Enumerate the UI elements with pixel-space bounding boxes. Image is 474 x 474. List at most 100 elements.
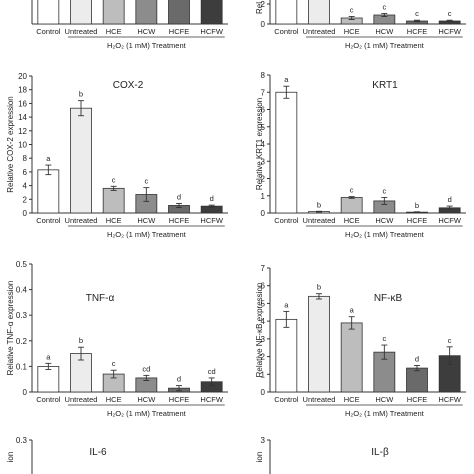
il6-partial-y-label: ion — [6, 452, 15, 463]
krt1-y-tick-label: 8 — [261, 71, 266, 80]
krt1-title: KRT1 — [372, 80, 398, 91]
krt1-category-label: Untreated — [303, 216, 336, 225]
krt1-sig-letter: b — [317, 200, 321, 209]
nfkb-category-label: Untreated — [303, 395, 336, 404]
top-left-partial-category-label: HCW — [137, 27, 156, 36]
top-right-partial-sig-letter: c — [448, 9, 452, 18]
top-right-partial-category-label: HCFE — [407, 27, 427, 36]
top-right-partial-y-tick-label: 0 — [261, 20, 266, 29]
tnfa-sig-letter: cd — [208, 367, 216, 376]
top-left-partial-bar-hcfe — [168, 0, 190, 25]
top-right-partial-y-tick-label: 2 — [261, 0, 266, 9]
top-right-partial-sig-letter: c — [350, 6, 354, 15]
tnfa-y-tick-label: 0.5 — [16, 260, 28, 269]
tnfa-y-tick-label: 0.2 — [16, 337, 28, 346]
krt1-sig-letter: c — [350, 186, 354, 195]
cox2-y-tick-label: 10 — [18, 141, 27, 150]
top-left-partial-category-label: HCE — [106, 27, 122, 36]
cox2-sig-letter: c — [112, 175, 116, 184]
cox2-y-label: Relative COX-2 expression — [6, 96, 15, 192]
cox2-y-tick-label: 0 — [23, 209, 28, 218]
top-left-partial-bar-control — [37, 0, 60, 25]
cox2-y-tick-label: 6 — [23, 168, 28, 177]
nfkb-y-label: Relative NF-κB expression — [255, 283, 264, 378]
cox2-y-tick-label: 20 — [18, 72, 27, 81]
top-right-partial-category-label: HCFW — [438, 27, 461, 36]
tnfa-title: TNF-α — [86, 293, 115, 304]
cox2-sig-letter: c — [144, 177, 148, 186]
tnfa-treatment-label: H₂O₂ (1 mM) Treatment — [107, 409, 187, 418]
cox2-y-tick-label: 14 — [18, 113, 27, 122]
nfkb-y-tick-label: 7 — [261, 264, 266, 273]
krt1-y-tick-label: 2 — [261, 175, 266, 184]
top-left-partial-category-label: HCFW — [200, 27, 223, 36]
tnfa-sig-letter: d — [177, 375, 181, 384]
tnfa-sig-letter: b — [79, 336, 83, 345]
krt1-sig-letter: d — [448, 195, 452, 204]
top-right-partial-category-label: Control — [274, 27, 299, 36]
nfkb-bar-control — [275, 318, 298, 393]
cox2-sig-letter: b — [79, 90, 83, 99]
nfkb-y-tick-label: 0 — [261, 388, 266, 397]
nfkb-sig-letter: a — [284, 300, 289, 309]
il6-partial-y-tick-label: 0.3 — [16, 436, 28, 445]
ilb-partial-title: IL-β — [371, 447, 389, 458]
top-left-partial-treatment-label: H₂O₂ (1 mM) Treatment — [107, 41, 187, 50]
nfkb-category-label: HCFE — [407, 395, 427, 404]
cox2-y-tick-label: 8 — [23, 154, 28, 163]
nfkb-y-tick-label: 1 — [261, 370, 266, 379]
tnfa-category-label: Control — [36, 395, 61, 404]
krt1-y-tick-label: 0 — [261, 209, 266, 218]
nfkb-sig-letter: d — [415, 354, 419, 363]
cox2-bar-hce — [102, 187, 125, 214]
nfkb-y-tick-label: 6 — [261, 282, 266, 291]
krt1-sig-letter: a — [284, 75, 289, 84]
cox2-bar-control — [37, 169, 60, 214]
top-left-partial-category-label: Control — [36, 27, 61, 36]
top-right-partial-bar-untreated — [308, 0, 330, 25]
cox2-y-tick-label: 4 — [23, 182, 28, 191]
nfkb-sig-letter: a — [350, 306, 355, 315]
tnfa-category-label: HCFE — [169, 395, 189, 404]
krt1-treatment-label: H₂O₂ (1 mM) Treatment — [345, 230, 425, 239]
cox2-category-label: HCE — [106, 216, 122, 225]
cox2-sig-letter: d — [210, 194, 214, 203]
ilb-partial-y-label: ion — [255, 452, 264, 463]
krt1-category-label: HCFW — [438, 216, 461, 225]
top-right-partial-sig-letter: c — [382, 3, 386, 12]
top-left-partial-bar-untreated — [70, 0, 92, 25]
krt1-y-tick-label: 7 — [261, 88, 266, 97]
tnfa-y-tick-label: 0.3 — [16, 311, 28, 320]
krt1-y-tick-label: 5 — [261, 123, 266, 132]
cox2-category-label: HCW — [137, 216, 156, 225]
tnfa-y-tick-label: 0 — [23, 388, 28, 397]
ilb-partial-y-tick-label: 3 — [261, 436, 266, 445]
top-right-partial-sig-letter: c — [415, 9, 419, 18]
nfkb-sig-letter: c — [448, 336, 452, 345]
nfkb-category-label: HCFW — [438, 395, 461, 404]
nfkb-category-label: HCW — [375, 395, 394, 404]
krt1-bar-control — [275, 91, 298, 214]
tnfa-y-tick-label: 0.1 — [16, 362, 28, 371]
krt1-category-label: HCW — [375, 216, 394, 225]
top-right-partial-category-label: HCW — [375, 27, 394, 36]
cox2-y-tick-label: 12 — [18, 127, 27, 136]
top-left-partial-bar-hcfw — [200, 0, 223, 25]
il6-partial-title: IL-6 — [89, 447, 107, 458]
krt1-category-label: HCFE — [407, 216, 427, 225]
cox2-category-label: HCFE — [169, 216, 189, 225]
tnfa-category-label: Untreated — [65, 395, 98, 404]
cox2-category-label: HCFW — [200, 216, 223, 225]
top-right-partial-category-label: HCE — [344, 27, 360, 36]
nfkb-category-label: HCE — [344, 395, 360, 404]
tnfa-sig-letter: c — [112, 359, 116, 368]
tnfa-bar-control — [37, 365, 60, 393]
tnfa-y-tick-label: 0.4 — [16, 286, 28, 295]
cox2-category-label: Control — [36, 216, 61, 225]
krt1-bar-hce — [340, 197, 363, 214]
krt1-y-tick-label: 3 — [261, 157, 266, 166]
cox2-y-tick-label: 16 — [18, 99, 27, 108]
nfkb-y-tick-label: 5 — [261, 299, 266, 308]
krt1-y-label: Relative KRT1 expression — [255, 98, 264, 190]
nfkb-bar-hce — [340, 322, 363, 393]
